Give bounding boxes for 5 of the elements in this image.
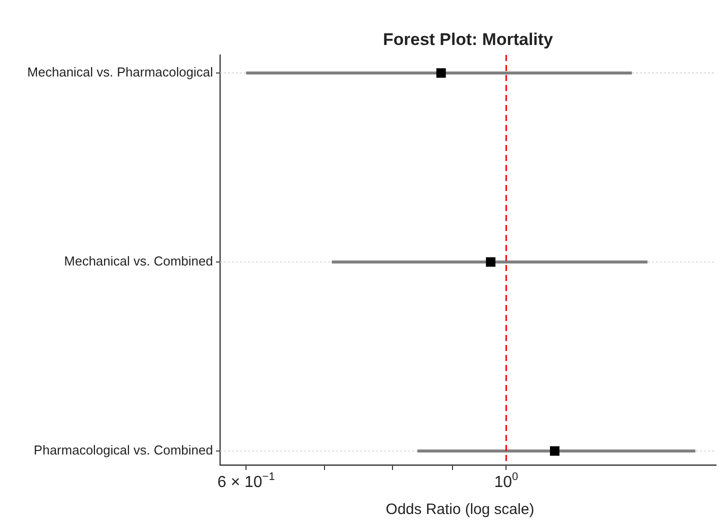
x-axis-title: Odds Ratio (log scale) bbox=[386, 501, 534, 518]
y-tick-label: Mechanical vs. Pharmacological bbox=[27, 64, 214, 80]
y-tick-label: Mechanical vs. Combined bbox=[64, 254, 213, 269]
y-tick-label: Pharmacological vs. Combined bbox=[34, 442, 213, 458]
chart-title: Forest Plot: Mortality bbox=[382, 30, 554, 49]
